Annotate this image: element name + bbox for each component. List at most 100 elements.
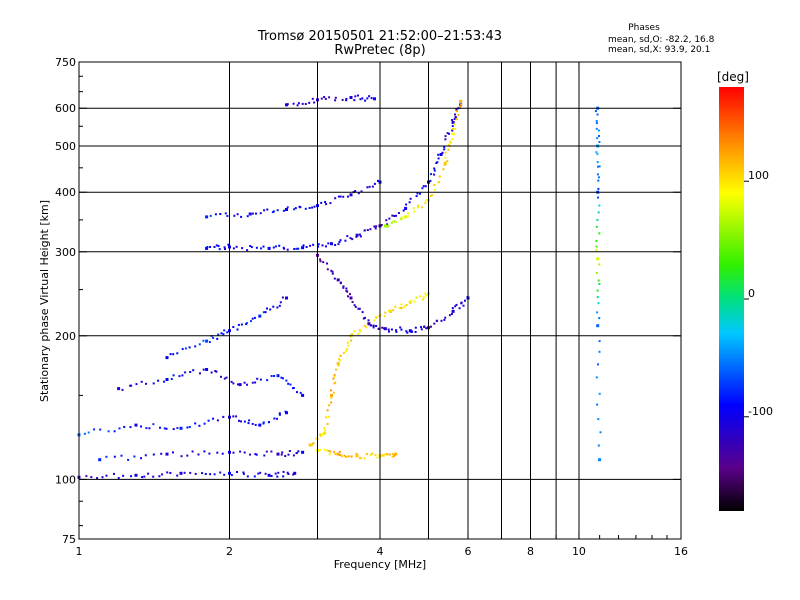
data-point-fill [340, 281, 342, 284]
data-point-fill [157, 379, 160, 382]
data-point-fill [276, 475, 279, 478]
data-point-fill [342, 195, 345, 198]
data-point-fill [454, 113, 456, 116]
data-point-fill [446, 132, 449, 135]
data-point [404, 215, 408, 219]
data-point-fill [596, 161, 599, 164]
data-point-fill [280, 453, 283, 456]
data-point-fill [192, 369, 195, 372]
data-point-fill [462, 304, 465, 307]
data-point-fill [330, 401, 333, 404]
data-point-fill [246, 475, 249, 478]
data-point-fill [393, 454, 396, 457]
data-point-fill [297, 450, 300, 453]
stats-o-mode: mean, sd,O: -82.2, 16.8 [608, 35, 715, 45]
data-point-fill [361, 97, 364, 100]
data-point-fill [232, 451, 235, 454]
data-point-fill [388, 309, 390, 312]
data-point-fill [324, 429, 327, 432]
data-point-fill [355, 235, 358, 238]
data-point-fill [340, 455, 343, 458]
data-point-fill [305, 246, 308, 248]
data-point-fill [330, 269, 333, 272]
data-point-fill [181, 374, 184, 377]
data-point-fill [358, 307, 361, 310]
data-point-fill [232, 326, 235, 328]
data-point-fill [266, 208, 269, 211]
data-point-fill [454, 305, 457, 308]
data-point-fill [330, 389, 332, 392]
data-point-fill [242, 471, 245, 474]
data-point-fill [413, 300, 416, 303]
data-point-fill [289, 383, 292, 386]
data-point-fill [341, 98, 344, 101]
data-point-fill [369, 228, 372, 231]
data-point-fill [366, 186, 369, 189]
data-point-fill [424, 185, 427, 188]
data-point-fill [278, 244, 281, 247]
chart-subtitle: RwPretec (8p) [334, 43, 425, 58]
x-tick-label: 16 [674, 545, 688, 558]
data-point-fill [240, 420, 242, 423]
data-point-fill [105, 455, 108, 458]
data-point-fill [433, 188, 436, 191]
data-point-fill [334, 381, 337, 384]
data-point-fill [287, 473, 290, 475]
data-point-fill [276, 417, 278, 420]
data-point [349, 96, 353, 99]
data-point-fill [405, 203, 408, 206]
data-point-fill [176, 352, 179, 355]
data-point-fill [202, 368, 205, 371]
data-point-fill [458, 307, 461, 310]
data-point-fill [382, 455, 385, 457]
data-point-fill [425, 199, 428, 202]
data-point-fill [331, 270, 334, 273]
data-point-fill [345, 289, 348, 292]
data-point-fill [375, 316, 378, 319]
data-point-fill [152, 475, 155, 478]
data-point-fill [342, 351, 345, 354]
data-point-fill [311, 443, 314, 446]
data-point-fill [322, 261, 325, 264]
data-point-fill [342, 285, 345, 288]
data-point-fill [309, 244, 312, 247]
data-point-fill [245, 322, 248, 325]
data-point-fill [282, 209, 285, 212]
data-point-fill [239, 450, 242, 453]
y-tick-label: 300 [55, 246, 76, 259]
data-point-fill [287, 453, 290, 456]
data-point-fill [393, 215, 396, 217]
data-point [285, 103, 288, 107]
data-point-fill [270, 375, 273, 377]
data-point-fill [216, 419, 219, 422]
data-point-fill [596, 311, 599, 314]
data-point-fill [333, 450, 336, 453]
data-point-fill [270, 450, 273, 453]
data-point-fill [384, 311, 387, 314]
data-point-fill [96, 477, 99, 479]
data-point-fill [246, 383, 248, 386]
data-point-fill [213, 246, 216, 248]
data-point-fill [282, 470, 285, 473]
data-point-fill [325, 416, 328, 419]
data-point-fill [87, 431, 90, 434]
data-point-fill [122, 474, 125, 477]
data-point [301, 393, 305, 397]
data-point-fill [209, 473, 212, 476]
data-point [205, 368, 209, 371]
data-point-fill [113, 455, 116, 458]
data-point-fill [371, 452, 374, 455]
data-point-fill [437, 181, 440, 184]
data-point-fill [595, 122, 598, 125]
data-point-fill [230, 380, 233, 383]
colorbar-label: [deg] [717, 70, 749, 84]
data-point-fill [90, 476, 93, 479]
data-point-fill [121, 388, 124, 391]
data-point-fill [335, 368, 338, 371]
data-point-fill [278, 413, 281, 416]
data-point-fill [334, 244, 337, 246]
data-point-fill [367, 319, 370, 322]
data-point-fill [364, 99, 367, 102]
data-point-fill [368, 95, 371, 98]
data-point-fill [286, 248, 289, 251]
